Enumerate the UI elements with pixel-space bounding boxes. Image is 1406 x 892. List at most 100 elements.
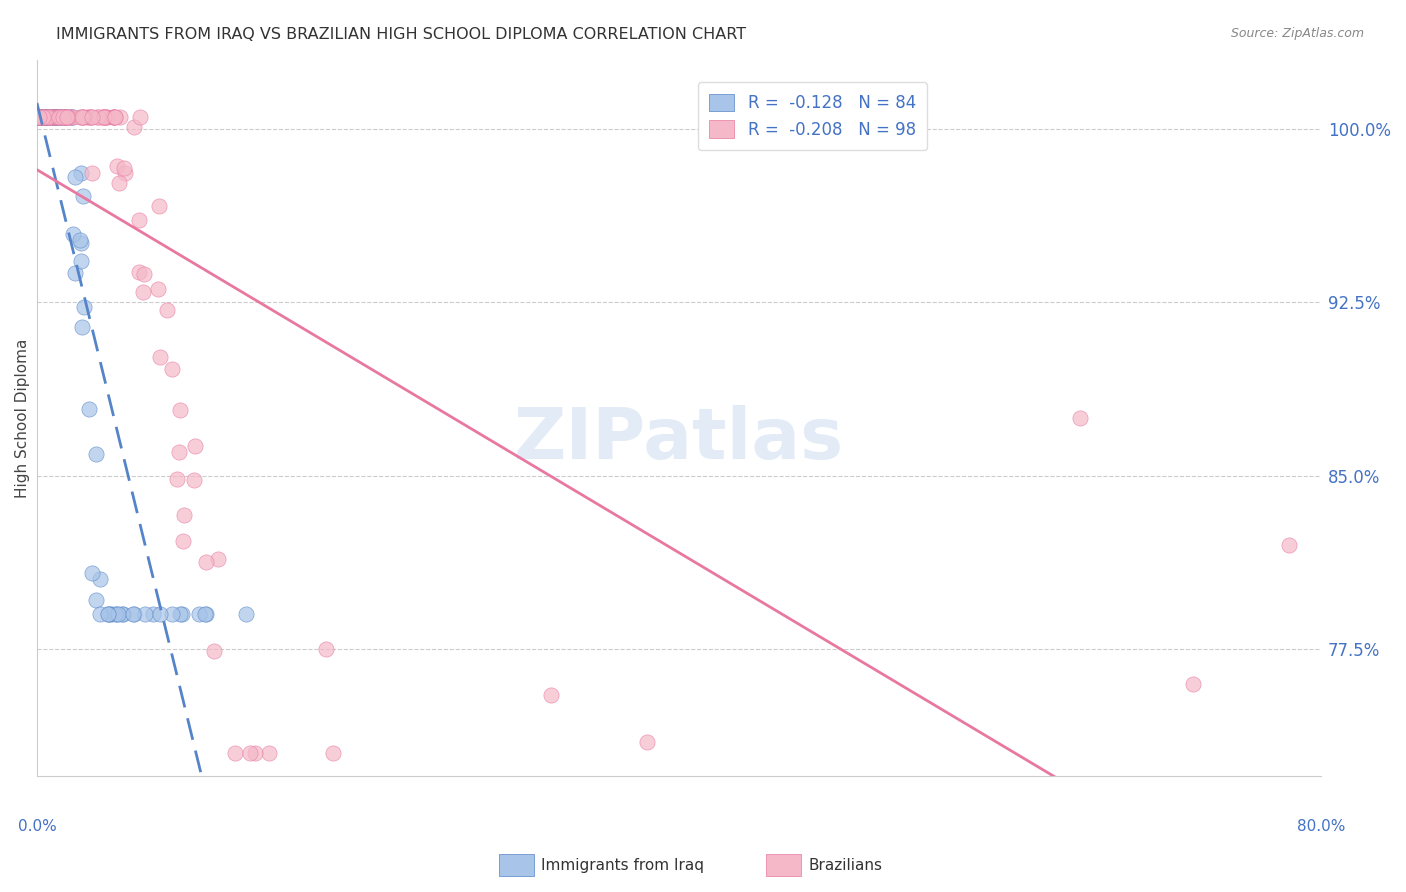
Point <box>128 265 150 279</box>
Point <box>44 111 66 125</box>
Point <box>55 111 77 125</box>
Point <box>97 607 120 622</box>
Point <box>48 111 70 125</box>
Point <box>97 607 120 622</box>
Point <box>82 166 104 180</box>
Point <box>122 607 145 622</box>
Point <box>44 111 66 125</box>
Point <box>27 111 49 125</box>
Point <box>30 111 52 125</box>
Text: Immigrants from Iraq: Immigrants from Iraq <box>541 858 704 872</box>
Point <box>132 267 155 281</box>
Point <box>70 235 93 250</box>
Point <box>194 607 217 622</box>
Point <box>45 111 67 125</box>
Point <box>30 111 52 125</box>
Point <box>108 111 131 125</box>
Point <box>96 111 118 125</box>
Point <box>93 111 115 125</box>
Point <box>170 607 193 622</box>
Point <box>46 111 69 125</box>
Point <box>69 111 91 125</box>
Point <box>195 555 218 569</box>
Point <box>41 111 63 125</box>
Point <box>48 111 70 125</box>
Point <box>49 111 72 125</box>
Point <box>35 111 58 125</box>
Point <box>148 199 170 213</box>
Point <box>32 111 55 125</box>
Point <box>48 111 70 125</box>
Point <box>72 188 94 202</box>
Point <box>63 266 86 280</box>
Point <box>69 233 91 247</box>
Point <box>80 111 103 125</box>
Point <box>93 111 115 125</box>
Point <box>37 111 59 125</box>
Point <box>37 111 59 125</box>
Point <box>111 607 134 622</box>
Point <box>30 111 52 125</box>
Point <box>27 111 49 125</box>
Point <box>30 111 52 125</box>
Point <box>58 111 80 125</box>
Point <box>32 111 55 125</box>
Point <box>32 111 55 125</box>
Point <box>59 111 82 125</box>
Point <box>322 746 344 760</box>
Point <box>46 111 69 125</box>
Text: 0.0%: 0.0% <box>17 819 56 834</box>
Point <box>84 593 107 607</box>
Point <box>167 445 190 459</box>
Point <box>91 111 114 125</box>
Point <box>45 111 67 125</box>
Point <box>77 111 100 125</box>
Point <box>107 607 129 622</box>
Point <box>48 111 70 125</box>
Point <box>34 111 56 125</box>
Point <box>31 111 53 125</box>
Point <box>172 533 194 548</box>
Point <box>63 170 86 185</box>
Point <box>42 111 65 125</box>
Point <box>128 213 150 227</box>
Point <box>70 166 93 180</box>
Point <box>105 159 128 173</box>
Point <box>70 111 93 125</box>
Point <box>111 607 134 622</box>
Point <box>41 111 63 125</box>
Point <box>28 111 51 125</box>
Point <box>34 111 56 125</box>
Point <box>27 111 49 125</box>
Point <box>77 111 100 125</box>
Point <box>53 111 76 125</box>
Y-axis label: High School Diploma: High School Diploma <box>15 338 30 498</box>
Point <box>77 401 100 416</box>
Point <box>86 111 108 125</box>
Point <box>55 111 77 125</box>
Point <box>89 573 111 587</box>
Point <box>184 439 207 453</box>
Point <box>32 111 55 125</box>
Point <box>121 607 143 622</box>
Point <box>112 161 135 175</box>
Point <box>166 472 188 486</box>
Point <box>100 607 122 622</box>
Point <box>56 111 79 125</box>
Point <box>62 227 84 241</box>
Point <box>35 111 58 125</box>
Point <box>97 607 120 622</box>
Point <box>103 111 125 125</box>
Point <box>94 111 117 125</box>
Point <box>224 746 246 760</box>
Point <box>35 111 58 125</box>
Point <box>101 111 124 125</box>
Point <box>540 688 562 702</box>
Point <box>28 111 51 125</box>
Text: IMMIGRANTS FROM IRAQ VS BRAZILIAN HIGH SCHOOL DIPLOMA CORRELATION CHART: IMMIGRANTS FROM IRAQ VS BRAZILIAN HIGH S… <box>56 27 747 42</box>
Point <box>51 111 73 125</box>
Point <box>32 111 55 125</box>
Point <box>155 303 177 318</box>
Point <box>37 111 59 125</box>
Point <box>73 111 96 125</box>
